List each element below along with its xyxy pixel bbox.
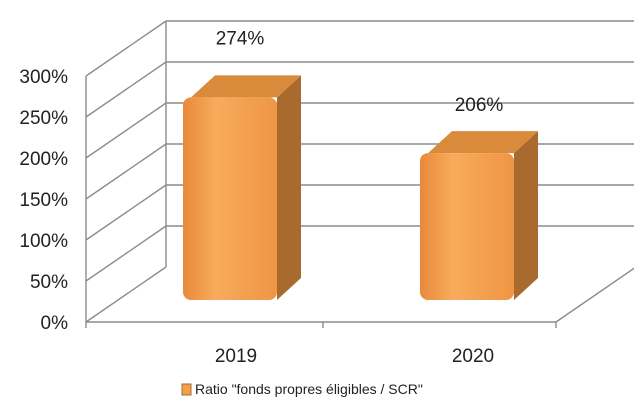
gridline-diagonal bbox=[85, 102, 167, 159]
x-tick-label: 2019 bbox=[215, 346, 257, 367]
gridlines bbox=[85, 20, 634, 323]
axes bbox=[85, 21, 634, 328]
gridline-diagonal bbox=[85, 184, 167, 241]
x-tick-label: 2020 bbox=[452, 346, 494, 367]
bar-side bbox=[277, 75, 301, 300]
bar-top bbox=[191, 75, 301, 98]
gridline-diagonal bbox=[85, 20, 167, 77]
y-tick-label: 0% bbox=[41, 313, 69, 334]
legend-swatch bbox=[181, 383, 192, 396]
gridline-diagonal bbox=[85, 266, 167, 323]
labels: 0% 50% 100% 150% 200% 250% 300% 2019 274% 2020 206… bbox=[19, 28, 503, 367]
gridline-diagonal bbox=[85, 61, 167, 118]
y-tick-label: 150% bbox=[19, 190, 68, 211]
legend-label: Ratio "fonds propres éligibles / SCR" bbox=[195, 381, 423, 397]
y-tick-label: 300% bbox=[19, 67, 68, 88]
bars bbox=[183, 75, 538, 300]
gridline-diagonal bbox=[85, 225, 167, 282]
gridline-diagonal bbox=[85, 143, 167, 200]
bar-top bbox=[428, 131, 538, 154]
data-label: 274% bbox=[216, 28, 265, 49]
legend: Ratio "fonds propres éligibles / SCR" bbox=[181, 381, 423, 397]
y-tick-label: 250% bbox=[19, 108, 68, 129]
data-label: 206% bbox=[455, 95, 504, 116]
y-tick-label: 200% bbox=[19, 149, 68, 170]
bar bbox=[183, 97, 277, 300]
floor-right-edge bbox=[555, 267, 634, 323]
y-tick-label: 100% bbox=[19, 231, 68, 252]
bar-side bbox=[514, 131, 538, 300]
bar bbox=[420, 153, 514, 300]
y-tick-label: 50% bbox=[30, 272, 68, 293]
